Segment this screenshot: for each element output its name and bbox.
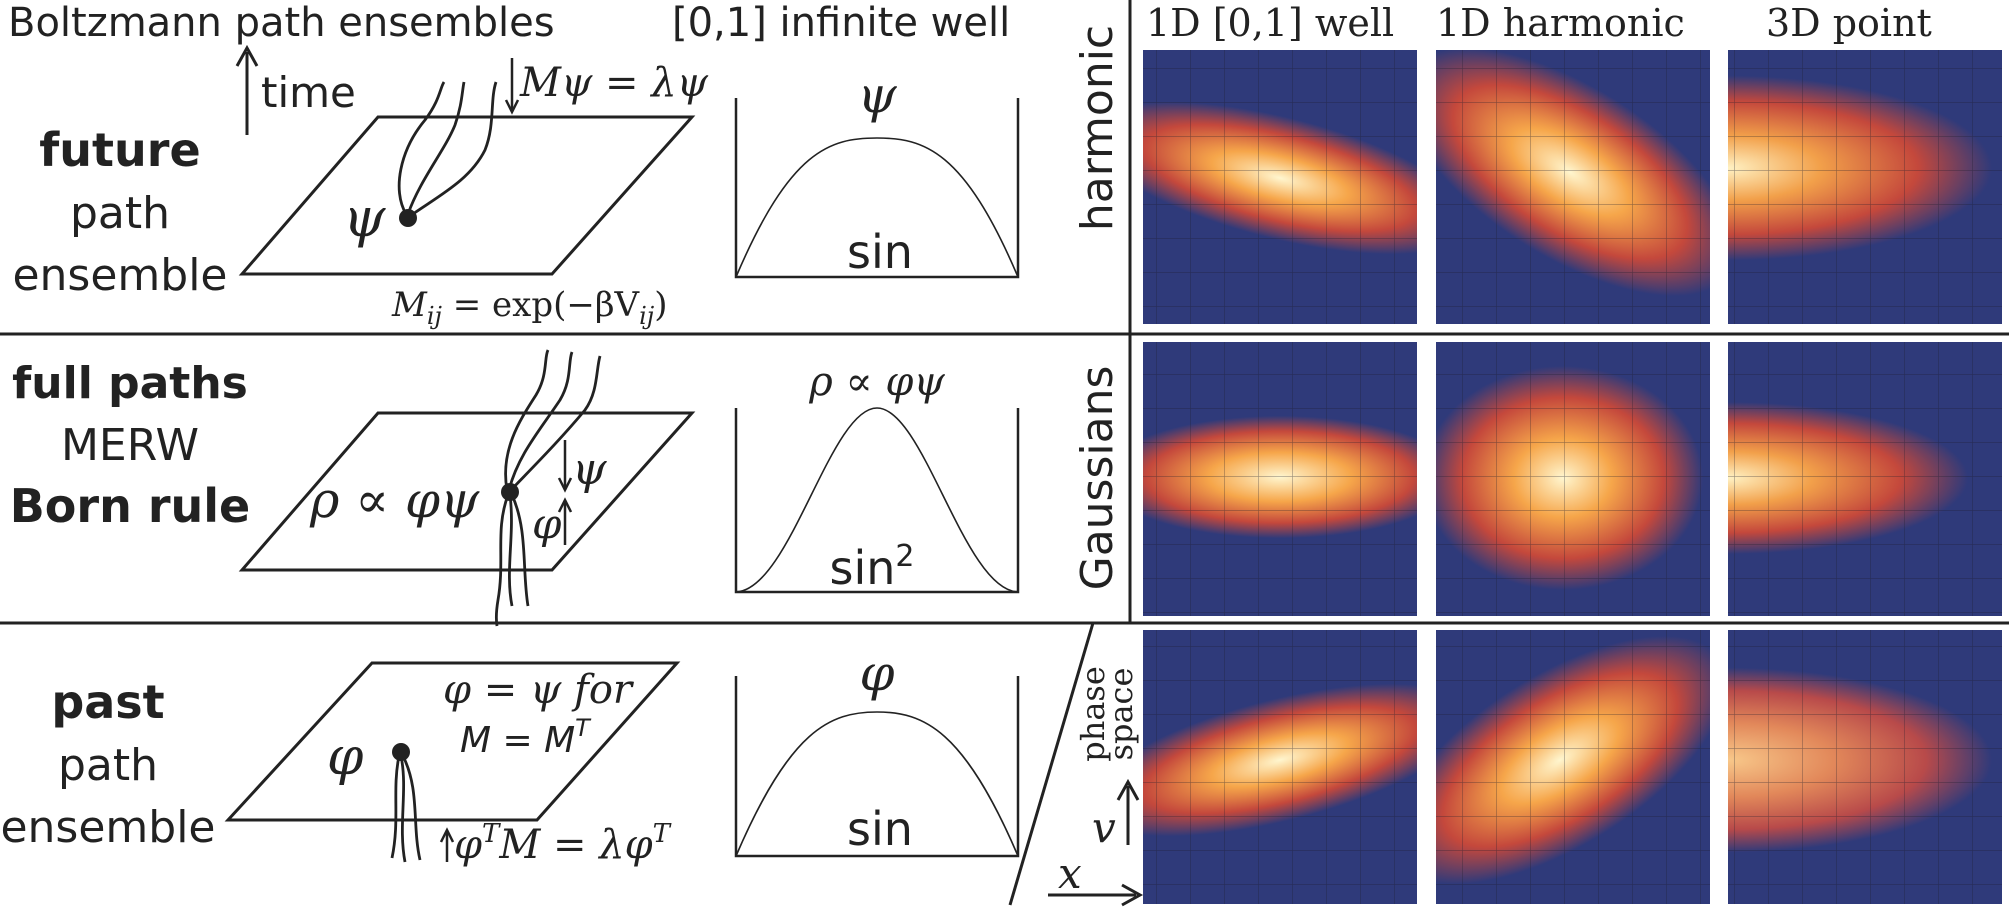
x-axis-label: x	[1058, 849, 1082, 898]
heatmap-grid	[1436, 630, 1710, 904]
row-future: future path ensemble time ψ Mψ = λψ Mij …	[12, 25, 2002, 330]
column-divider-slanted	[1008, 622, 1095, 906]
path-line	[508, 494, 514, 607]
path-origin-dot	[501, 483, 519, 501]
path-line	[507, 351, 574, 491]
future-plot-label: ψ	[857, 66, 897, 124]
header-well: [0,1] infinite well	[672, 0, 1010, 46]
header-title: Boltzmann path ensembles	[8, 0, 555, 46]
past-label: past	[51, 675, 164, 729]
psi-arrow-head	[557, 477, 573, 493]
phase-label: phase	[1074, 666, 1112, 762]
psi-symbol: ψ	[343, 186, 386, 249]
v-axis-label: v	[1092, 803, 1116, 852]
time-arrow-head	[235, 44, 259, 67]
mij-equation: Mij = exp(−βVij)	[391, 285, 667, 330]
past-plot-label: φ	[859, 644, 894, 702]
heatmap-grid	[1143, 630, 1417, 904]
x-axis-arrow-head	[1121, 883, 1144, 907]
well-box-full	[734, 408, 1020, 594]
well-box-future	[734, 98, 1020, 279]
sin-squared-curve	[735, 407, 1019, 593]
column-label-1d-well: 1D [0,1] well	[1146, 1, 1394, 45]
gaussians-side-label: Gaussians	[1072, 366, 1123, 591]
sin-curve	[735, 137, 1019, 278]
space-label: space	[1102, 668, 1140, 761]
psi-symbol: ψ	[572, 444, 607, 495]
column-label-1d-harmonic: 1D harmonic	[1436, 1, 1685, 45]
heatmap-grid	[1728, 630, 2002, 904]
path-line	[510, 494, 530, 607]
path-line	[390, 755, 401, 859]
path-line	[509, 355, 602, 491]
past-ensemble-label: ensemble	[0, 802, 215, 853]
column-label-3d-point: 3D point	[1766, 1, 1932, 45]
plane-full	[238, 411, 696, 572]
path-origin-dot	[392, 743, 410, 761]
heatmap-grid	[1436, 342, 1710, 616]
born-rule-label: Born rule	[10, 479, 251, 533]
path-line	[409, 81, 498, 218]
harmonic-side-label: harmonic	[1072, 25, 1123, 231]
path-origin-dot	[399, 209, 417, 227]
sin-curve	[735, 711, 1019, 857]
heatmap-grid	[1143, 342, 1417, 616]
future-path-label: path	[70, 188, 170, 239]
phi-symbol: φ	[532, 499, 562, 548]
future-ensemble-label: ensemble	[12, 250, 227, 301]
plane-past	[224, 661, 681, 822]
past-func-label: sin	[847, 802, 913, 856]
path-line	[397, 81, 446, 215]
heatmap-grid	[1728, 50, 2002, 324]
full-paths-label: full paths	[12, 358, 248, 409]
phi-equals-psi: φ = ψ for	[443, 667, 635, 713]
row-past: past path ensemble φ φ = ψ for M = MT φT…	[0, 630, 2002, 907]
full-func-label: sin2	[830, 539, 915, 595]
eigen-arrow-head	[504, 99, 520, 115]
path-line	[406, 81, 466, 215]
past-path-label: path	[58, 740, 158, 791]
well-box-past	[734, 676, 1020, 858]
phi-arrow-head	[557, 497, 573, 513]
left-eigen-equation: φTM = λφT	[454, 819, 672, 868]
time-label: time	[261, 68, 356, 117]
heatmap-grid	[1436, 50, 1710, 324]
heatmap-grid	[1143, 50, 1417, 324]
path-line	[401, 755, 422, 861]
full-plot-label: ρ ∝ φψ	[808, 359, 945, 405]
future-func-label: sin	[847, 225, 913, 279]
path-line	[494, 494, 510, 627]
future-label: future	[39, 123, 200, 177]
eigen-arrow-past-head	[439, 827, 455, 843]
path-line	[504, 349, 550, 491]
eigen-equation: Mψ = λψ	[519, 60, 709, 106]
rho-equation: ρ ∝ φψ	[309, 471, 480, 529]
plane-future	[238, 115, 696, 276]
merw-label: MERW	[61, 420, 199, 471]
v-axis-arrow-head	[1116, 778, 1140, 801]
path-line	[399, 755, 407, 863]
heatmap-grid	[1728, 342, 2002, 616]
phi-symbol: φ	[327, 727, 364, 787]
m-symmetric: M = MT	[460, 714, 592, 761]
row-full-paths: full paths MERW Born rule ρ ∝ φψ ψ φ ρ ∝…	[10, 342, 2002, 627]
